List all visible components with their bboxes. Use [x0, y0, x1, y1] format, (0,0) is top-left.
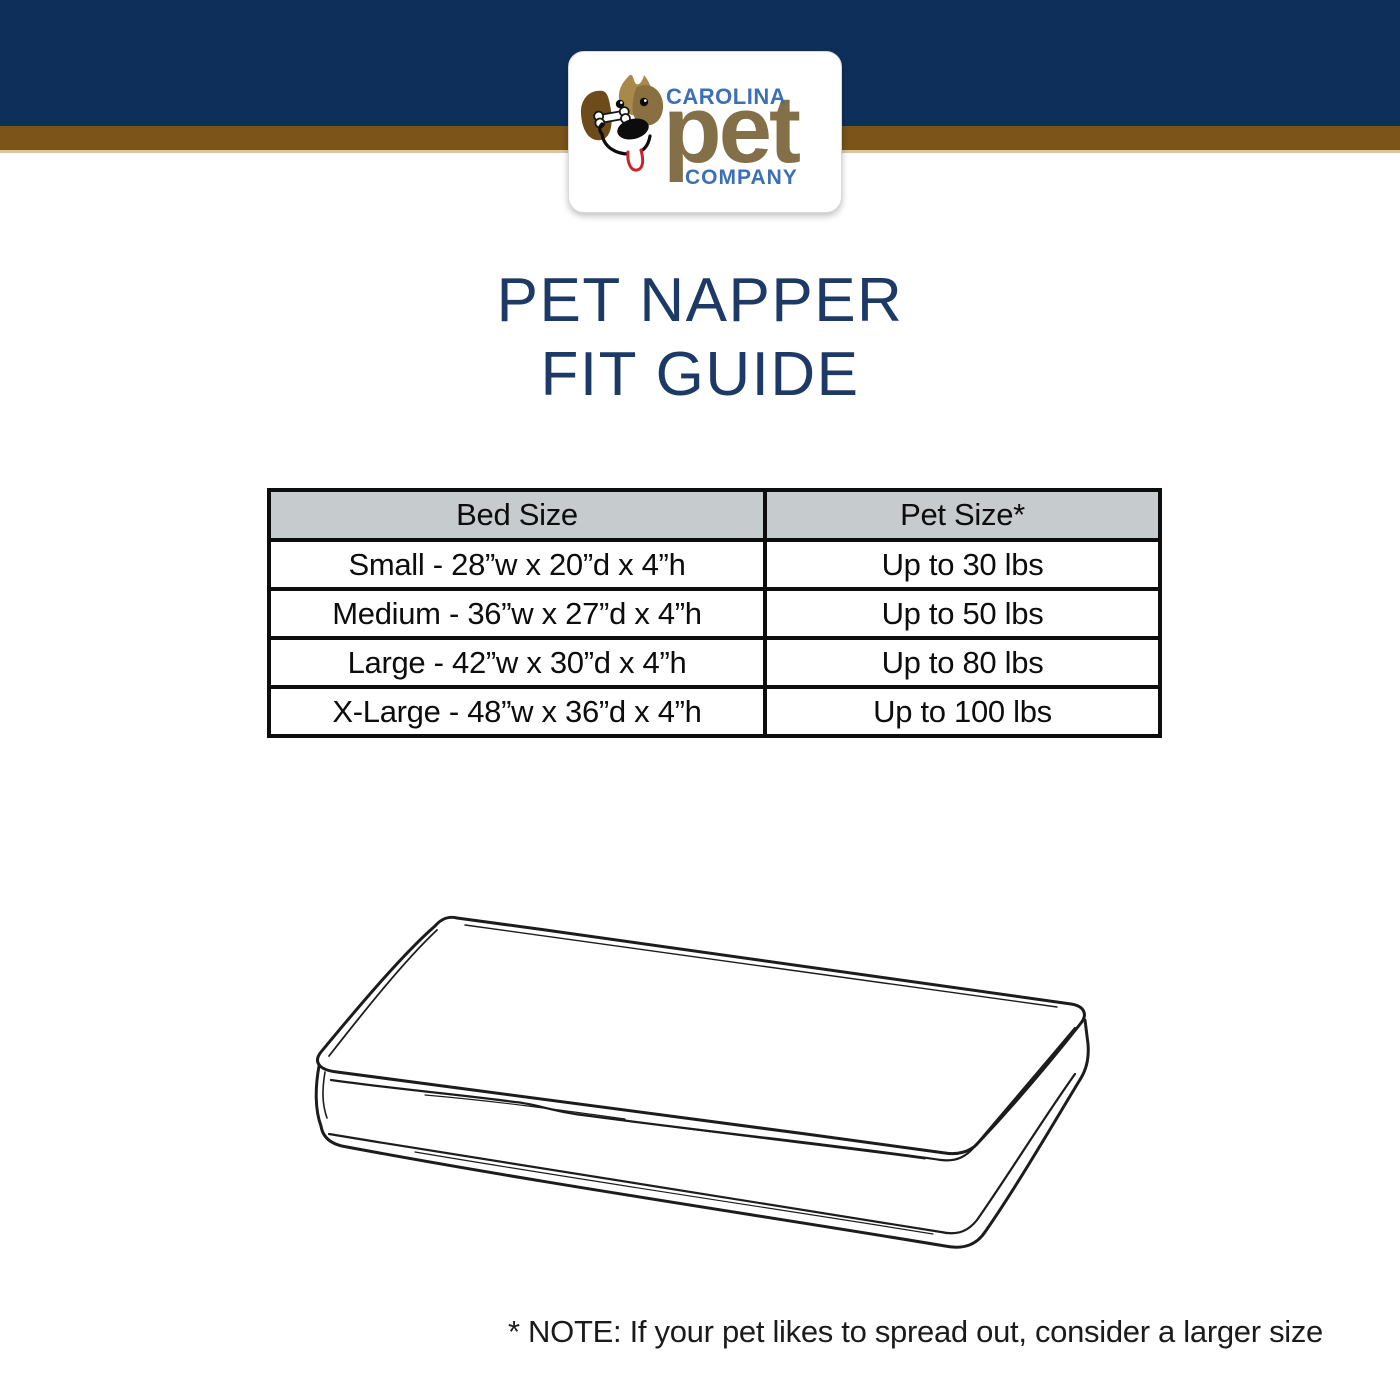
footnote: * NOTE: If your pet likes to spread out,… — [507, 1314, 1323, 1349]
pet-size-cell: Up to 100 lbs — [763, 685, 1162, 738]
pet-size-cell: Up to 30 lbs — [763, 538, 1162, 591]
brand-word-company: COMPANY — [685, 166, 798, 189]
fit-guide-table: Bed Size Pet Size* Small - 28”w x 20”d x… — [267, 488, 1162, 738]
bed-size-cell: X-Large - 48”w x 36”d x 4”h — [267, 685, 767, 738]
pet-size-header: Pet Size* — [763, 488, 1162, 542]
table-row: Small - 28”w x 20”d x 4”h Up to 30 lbs — [267, 538, 1162, 591]
page-title-line1: PET NAPPER — [496, 266, 904, 335]
pet-size-cell: Up to 80 lbs — [763, 636, 1162, 689]
pet-bed-illustration — [314, 915, 1090, 1249]
page-title: PET NAPPER FIT GUIDE — [0, 264, 1400, 412]
brand-word-carolina: CAROLINA — [666, 84, 787, 109]
table-row: Large - 42”w x 30”d x 4”h Up to 80 lbs — [267, 636, 1162, 689]
brand-logo-card: pet CAROLINA COMPANY — [568, 51, 842, 213]
table-row: X-Large - 48”w x 36”d x 4”h Up to 100 lb… — [267, 685, 1162, 738]
table-header-row: Bed Size Pet Size* — [267, 488, 1162, 542]
page-title-line2: FIT GUIDE — [540, 340, 860, 409]
dog-logo-icon — [580, 74, 664, 172]
bed-size-cell: Medium - 36”w x 27”d x 4”h — [267, 587, 767, 640]
pet-size-cell: Up to 50 lbs — [763, 587, 1162, 640]
brand-word-pet: pet — [663, 76, 801, 183]
bed-size-cell: Large - 42”w x 30”d x 4”h — [267, 636, 767, 689]
bed-size-header: Bed Size — [267, 488, 767, 542]
bed-size-cell: Small - 28”w x 20”d x 4”h — [267, 538, 767, 591]
table-row: Medium - 36”w x 27”d x 4”h Up to 50 lbs — [267, 587, 1162, 640]
